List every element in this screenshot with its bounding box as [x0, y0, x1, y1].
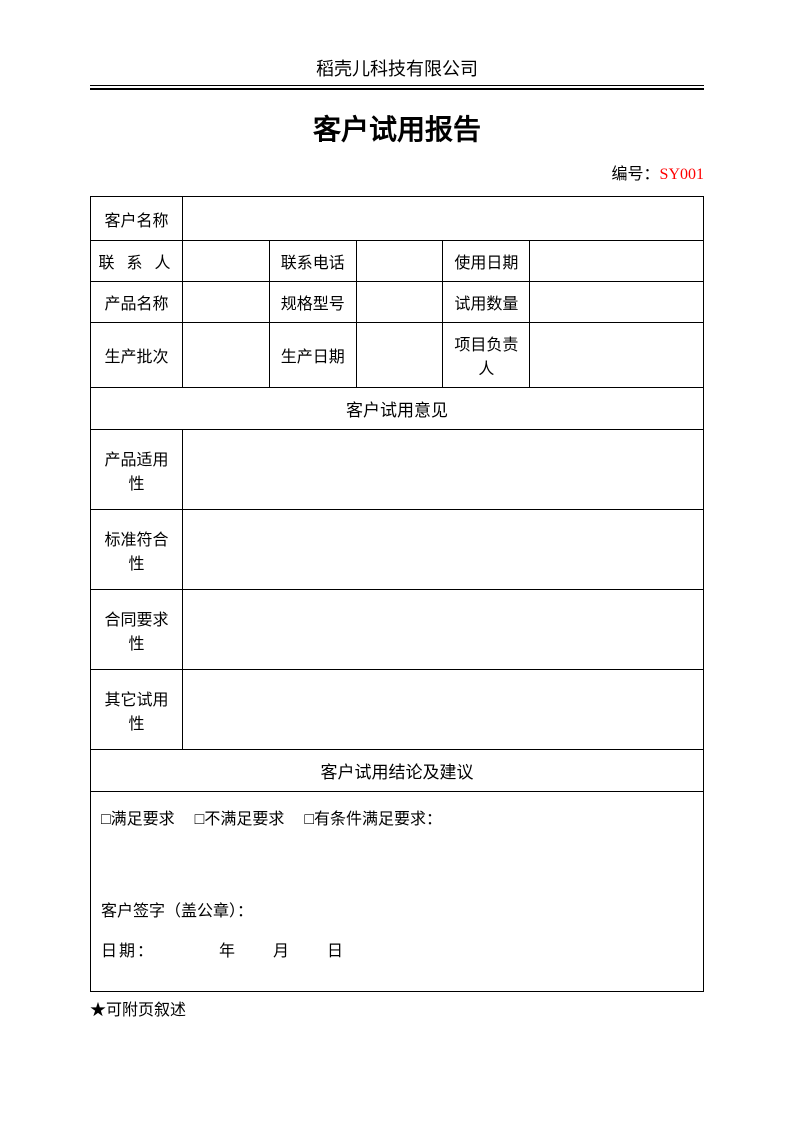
value-product-suitability	[182, 430, 703, 510]
number-label: 编号：	[612, 166, 660, 183]
label-batch: 生产批次	[91, 323, 183, 388]
trial-report-table: 客户名称 联 系 人 联系电话 使用日期 产品名称 规格型号 试用数量 生产批次…	[90, 196, 704, 992]
value-batch	[182, 323, 269, 388]
value-trial-quantity	[530, 282, 704, 323]
conclusion-content: □满足要求 □不满足要求 □有条件满足要求： 客户签字（盖公章）： 日期： 年 …	[91, 792, 704, 992]
section-trial-feedback: 客户试用意见	[91, 388, 704, 430]
value-spec-model	[356, 282, 443, 323]
table-row: 客户试用结论及建议	[91, 750, 704, 792]
label-use-date: 使用日期	[443, 241, 530, 282]
table-row: 产品名称 规格型号 试用数量	[91, 282, 704, 323]
value-customer-name	[182, 197, 703, 241]
value-contact-person	[182, 241, 269, 282]
table-row: 生产批次 生产日期 项目负责人	[91, 323, 704, 388]
table-row: 联 系 人 联系电话 使用日期	[91, 241, 704, 282]
table-row: 标准符合性	[91, 510, 704, 590]
footer-note: ★可附页叙述	[90, 996, 704, 1020]
value-standard-compliance	[182, 510, 703, 590]
date-line: 日期： 年 月 日	[101, 936, 693, 968]
label-contract-requirement: 合同要求性	[91, 590, 183, 670]
header-divider	[90, 88, 704, 90]
label-product-suitability: 产品适用性	[91, 430, 183, 510]
value-production-date	[356, 323, 443, 388]
signature-label: 客户签字（盖公章）：	[101, 896, 693, 928]
value-contact-phone	[356, 241, 443, 282]
table-row: 客户名称	[91, 197, 704, 241]
label-production-date: 生产日期	[269, 323, 356, 388]
label-product-name: 产品名称	[91, 282, 183, 323]
value-contract-requirement	[182, 590, 703, 670]
label-other-trial: 其它试用性	[91, 670, 183, 750]
table-row: □满足要求 □不满足要求 □有条件满足要求： 客户签字（盖公章）： 日期： 年 …	[91, 792, 704, 992]
label-trial-quantity: 试用数量	[443, 282, 530, 323]
checkbox-options: □满足要求 □不满足要求 □有条件满足要求：	[101, 804, 693, 836]
section-conclusion: 客户试用结论及建议	[91, 750, 704, 792]
label-contact-phone: 联系电话	[269, 241, 356, 282]
label-project-manager: 项目负责人	[443, 323, 530, 388]
label-standard-compliance: 标准符合性	[91, 510, 183, 590]
value-product-name	[182, 282, 269, 323]
label-contact-person: 联 系 人	[91, 241, 183, 282]
document-number: 编号：SY001	[90, 160, 704, 184]
table-row: 产品适用性	[91, 430, 704, 510]
table-row: 客户试用意见	[91, 388, 704, 430]
label-spec-model: 规格型号	[269, 282, 356, 323]
table-row: 其它试用性	[91, 670, 704, 750]
table-row: 合同要求性	[91, 590, 704, 670]
company-name: 稻壳儿科技有限公司	[90, 55, 704, 86]
number-value: SY001	[660, 166, 704, 183]
label-customer-name: 客户名称	[91, 197, 183, 241]
value-other-trial	[182, 670, 703, 750]
value-project-manager	[530, 323, 704, 388]
value-use-date	[530, 241, 704, 282]
document-title: 客户试用报告	[90, 108, 704, 148]
